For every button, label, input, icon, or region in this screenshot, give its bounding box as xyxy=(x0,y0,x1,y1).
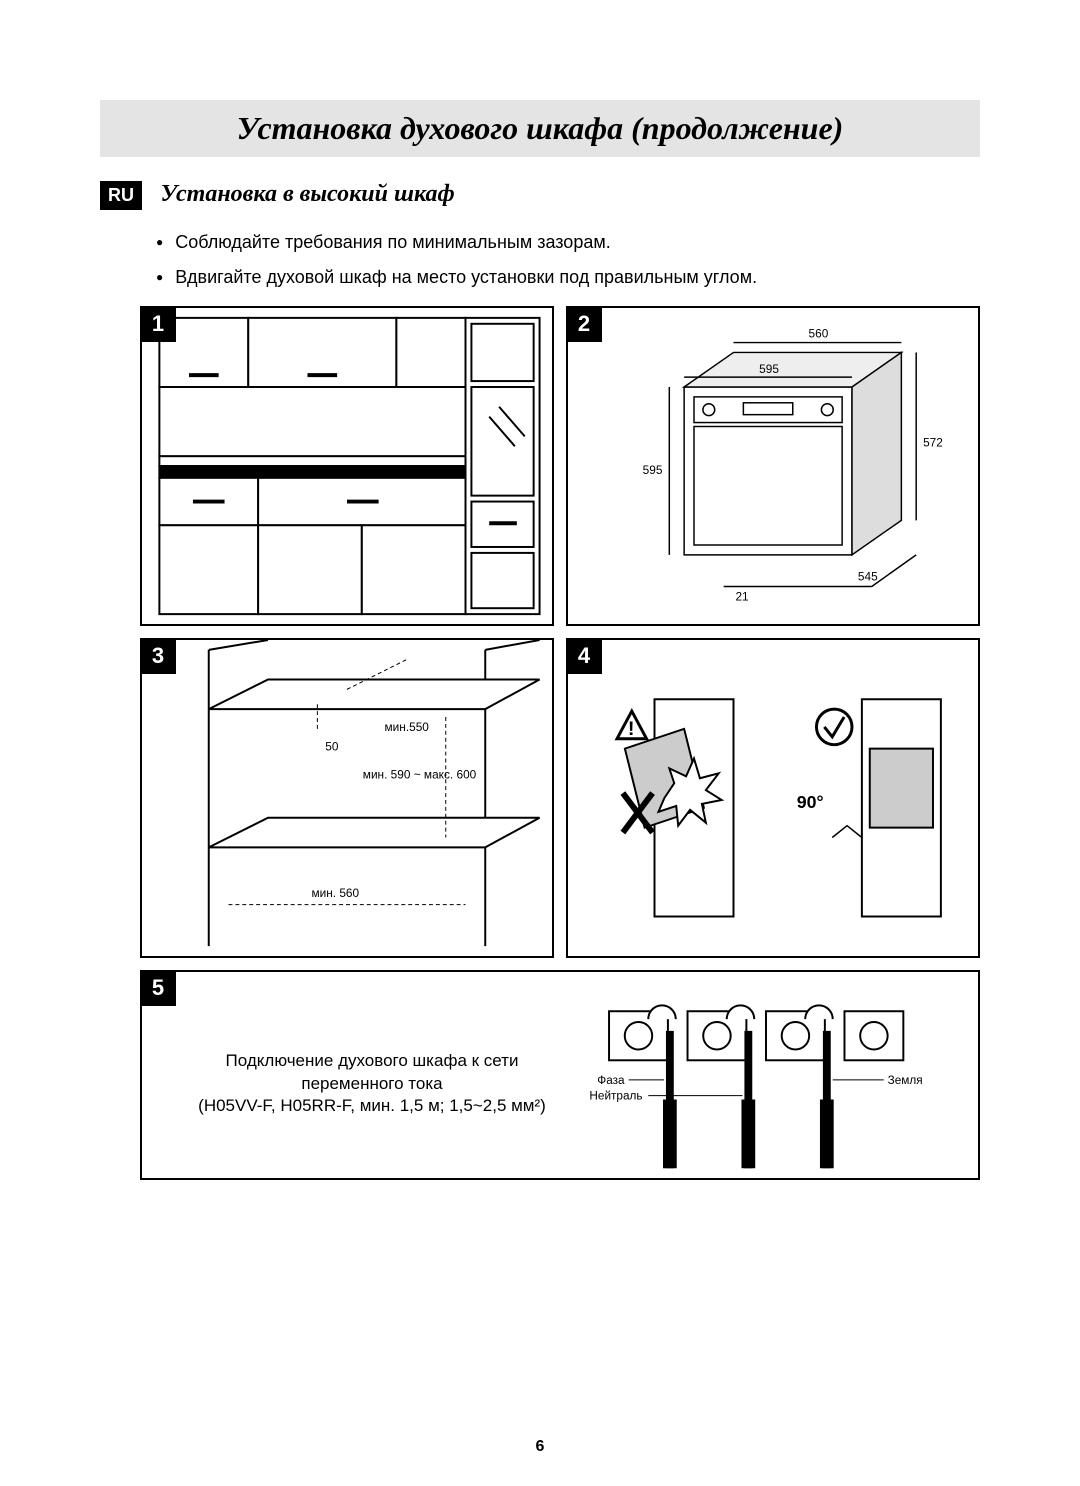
angle-illustration: ! xyxy=(568,640,978,956)
dim-label: 545 xyxy=(858,569,878,583)
oven-dimensions: 560 595 595 572 545 21 xyxy=(568,308,978,624)
angle-label: 90° xyxy=(797,791,824,811)
dim-label: 572 xyxy=(923,435,943,449)
subtitle-row: RU Установка в высокий шкаф xyxy=(100,181,980,210)
panel-4: 4 ! xyxy=(566,638,980,958)
step-number: 4 xyxy=(566,638,602,674)
language-badge: RU xyxy=(100,181,142,210)
page-root: Установка духового шкафа (продолжение) R… xyxy=(0,0,1080,1220)
svg-text:!: ! xyxy=(628,717,635,739)
title-bar: Установка духового шкафа (продолжение) xyxy=(100,100,980,157)
page-title: Установка духового шкафа (продолжение) xyxy=(120,110,960,147)
panel-5: 5 xyxy=(140,970,980,1180)
label-earth: Земля xyxy=(888,1073,923,1086)
label-neutral: Нейтраль xyxy=(589,1089,642,1102)
dim-label: 50 xyxy=(325,739,339,753)
wiring-text-block: Подключение духового шкафа к сети переме… xyxy=(192,1050,552,1119)
dim-label: 595 xyxy=(759,362,779,376)
label-phase: Фаза xyxy=(597,1073,625,1086)
wiring-text-2: (H05VV-F, H05RR-F, мин. 1,5 м; 1,5~2,5 м… xyxy=(192,1095,552,1118)
step-number: 1 xyxy=(140,306,176,342)
dim-label: мин. 560 xyxy=(311,885,359,899)
dim-label: мин. 590 ~ макс. 600 xyxy=(363,767,477,781)
bullet-list: Соблюдайте требования по минимальным заз… xyxy=(156,228,980,292)
bullet-item: Соблюдайте требования по минимальным заз… xyxy=(156,228,980,257)
page-number: 6 xyxy=(0,1438,1080,1456)
panels-grid: 1 xyxy=(140,306,980,1180)
cabinet-illustration xyxy=(142,308,552,624)
subtitle: Установка в высокий шкаф xyxy=(160,181,454,208)
wiring-text-1: Подключение духового шкафа к сети переме… xyxy=(192,1050,552,1096)
dim-label: 560 xyxy=(809,326,829,340)
step-number: 2 xyxy=(566,306,602,342)
panel-2: 2 xyxy=(566,306,980,626)
panel-1: 1 xyxy=(140,306,554,626)
bullet-item: Вдвигайте духовой шкаф на место установк… xyxy=(156,263,980,292)
panel-3: 3 xyxy=(140,638,554,958)
step-number: 3 xyxy=(140,638,176,674)
dim-label: 21 xyxy=(735,589,749,603)
dim-label: мин.550 xyxy=(385,719,430,733)
step-number: 5 xyxy=(140,970,176,1006)
dim-label: 595 xyxy=(643,462,663,476)
cutout-dimensions: мин.550 50 мин. 590 ~ макс. 600 мин. 560 xyxy=(142,640,552,956)
